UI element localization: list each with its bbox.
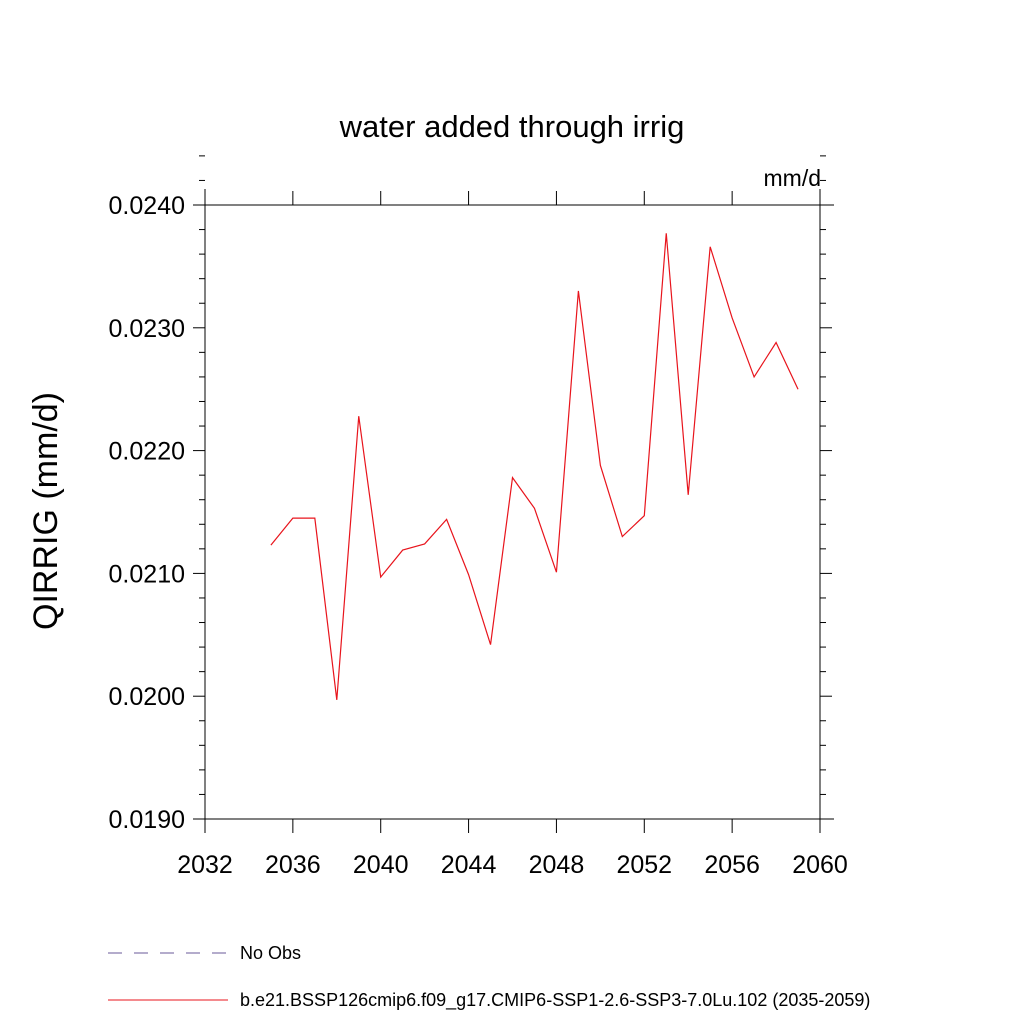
y-tick-label: 0.0240: [109, 192, 185, 220]
y-tick-label: 0.0190: [109, 806, 185, 834]
x-tick-label: 2036: [265, 851, 321, 879]
axis-ticks: [193, 155, 834, 833]
x-tick-label: 2040: [353, 851, 409, 879]
legend-entry: b.e21.BSSP126cmip6.f09_g17.CMIP6-SSP1-2.…: [240, 990, 870, 1011]
x-tick-label: 2032: [177, 851, 233, 879]
units-label: mm/d: [764, 165, 822, 191]
x-tick-label: 2048: [529, 851, 585, 879]
x-tick-label: 2044: [441, 851, 497, 879]
chart-title: water added through irrig: [339, 109, 685, 144]
y-tick-label: 0.0230: [109, 315, 185, 343]
y-tick-label: 0.0200: [109, 683, 185, 711]
x-tick-label: 2052: [616, 851, 672, 879]
legend: No Obs b.e21.BSSP126cmip6.f09_g17.CMIP6-S…: [108, 943, 870, 1011]
series-line: [270, 233, 799, 700]
x-tick-label: 2056: [704, 851, 760, 879]
x-tick-labels: 2032 2036 2040 2044 2048 2052 2056 2060: [177, 851, 848, 879]
x-tick-label: 2060: [792, 851, 848, 879]
y-tick-label: 0.0210: [109, 560, 185, 588]
y-tick-label: 0.0220: [109, 438, 185, 466]
series-layer: [270, 233, 799, 700]
y-tick-labels: 0.0190 0.0200 0.0210 0.0220 0.0230 0.0240: [109, 192, 185, 834]
legend-entry: No Obs: [240, 943, 301, 963]
y-axis-label: QIRRIG (mm/d): [27, 392, 65, 630]
plot-frame: [204, 204, 821, 820]
